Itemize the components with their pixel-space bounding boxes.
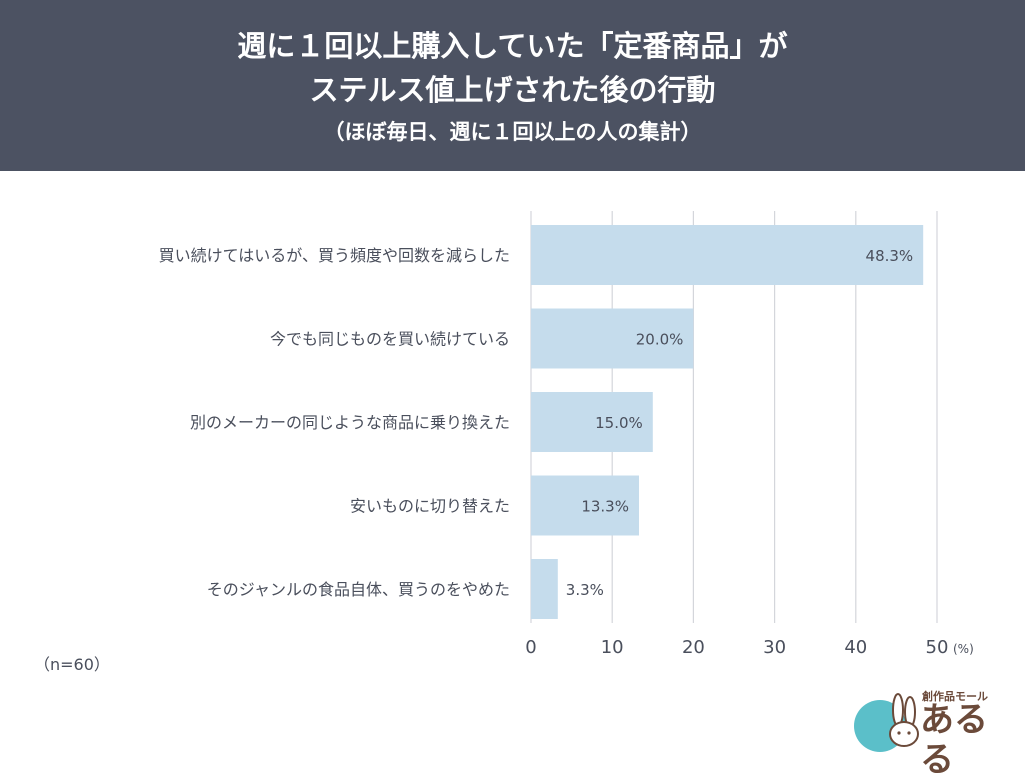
tick-label-40: 40 xyxy=(844,637,867,658)
category-label-4: そのジャンルの食品自体、買うのをやめた xyxy=(207,580,510,599)
value-label-2: 15.0% xyxy=(595,414,643,432)
chart-title-line2: ステルス値上げされた後の行動 xyxy=(309,73,716,107)
tick-label-20: 20 xyxy=(682,637,705,658)
category-label-2: 別のメーカーの同じような商品に乗り換えた xyxy=(190,413,510,432)
category-label-0: 買い続けてはいるが、買う頻度や回数を減らした xyxy=(159,246,510,265)
chart-bars xyxy=(531,225,924,619)
bar-4 xyxy=(531,559,558,619)
value-label-4: 3.3% xyxy=(566,581,604,599)
category-label-3: 安いものに切り替えた xyxy=(350,497,510,516)
value-label-3: 13.3% xyxy=(581,498,629,516)
rabbit-logo-icon xyxy=(854,693,919,752)
value-label-1: 20.0% xyxy=(636,331,684,349)
bar-0 xyxy=(531,225,924,285)
axis-unit-label: (%) xyxy=(953,642,974,656)
category-labels: 買い続けてはいるが、買う頻度や回数を減らした今でも同じものを買い続けている別のメ… xyxy=(159,246,510,599)
brand-name: あるる xyxy=(920,700,988,780)
chart-title-line1: 週に１回以上購入していた「定番商品」が xyxy=(237,29,788,63)
bar-3 xyxy=(531,475,639,536)
axis-ticks: 0 10 20 30 40 50 (%) xyxy=(525,637,973,658)
value-labels: 48.3% 20.0% 15.0% 13.3% 3.3% xyxy=(566,247,913,599)
brand-logo: 創作品モール あるる xyxy=(850,688,1010,780)
bar-chart: 買い続けてはいるが、買う頻度や回数を減らした今でも同じものを買い続けている別のメ… xyxy=(159,211,974,658)
value-label-0: 48.3% xyxy=(866,247,914,265)
brand-small-text: 創作品モール xyxy=(922,690,988,703)
tick-label-50: 50 xyxy=(926,637,949,658)
chart-header: 週に１回以上購入していた「定番商品」が ステルス値上げされた後の行動 （ほぼ毎日… xyxy=(0,0,1025,171)
tick-label-30: 30 xyxy=(763,637,786,658)
tick-label-0: 0 xyxy=(525,637,536,658)
sample-size-note: （n=60） xyxy=(34,655,110,674)
bar-2 xyxy=(531,392,653,452)
bar-1 xyxy=(531,308,694,369)
category-label-1: 今でも同じものを買い続けている xyxy=(270,330,510,349)
chart-subtitle: （ほぼ毎日、週に１回以上の人の集計） xyxy=(323,120,702,144)
tick-label-10: 10 xyxy=(601,637,624,658)
